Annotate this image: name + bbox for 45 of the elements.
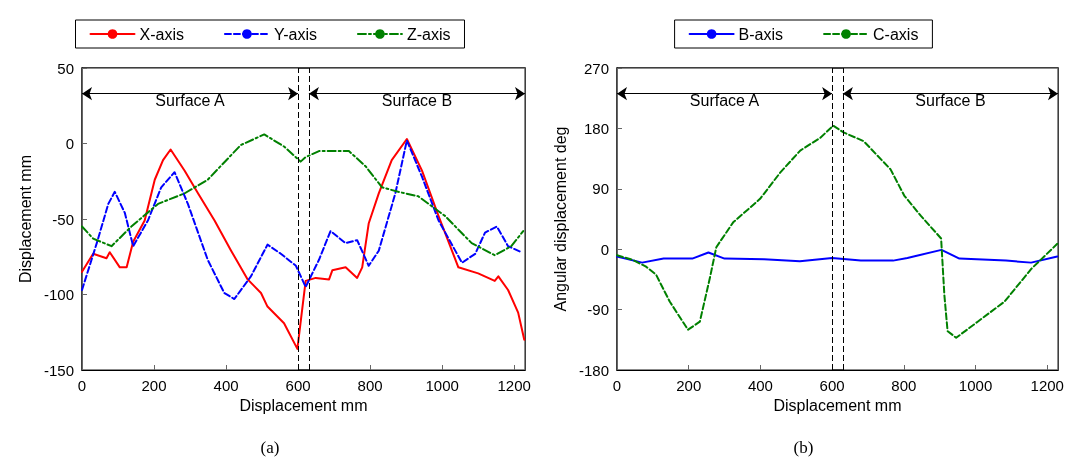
legend-label: B-axis	[738, 25, 784, 43]
x-tick-label: 800	[357, 377, 383, 394]
x-tick-label: 1200	[497, 377, 531, 394]
y-tick-label: 270	[583, 59, 609, 77]
y-tick-label: 50	[57, 59, 74, 77]
y-tick-label: -90	[587, 301, 609, 319]
x-tick-label: 200	[141, 377, 167, 394]
line-series	[81, 137, 526, 350]
x-tick-label: 600	[819, 377, 845, 394]
x-tick-label: 0	[77, 377, 87, 394]
line-series	[81, 139, 523, 301]
band-label: Surface A	[155, 92, 226, 110]
x-tick-label: 0	[612, 377, 622, 394]
x-axis-title: Displacement mm	[773, 397, 902, 415]
y-tick-label: -150	[43, 361, 74, 379]
x-tick-label: 400	[213, 377, 239, 394]
x-tick-label: 200	[676, 377, 702, 394]
legend-label: Y-axis	[273, 25, 317, 43]
line-series	[81, 133, 525, 257]
x-tick-label: 400	[747, 377, 773, 394]
legend-label: C-axis	[873, 25, 919, 43]
y-tick-label: 0	[65, 135, 74, 152]
x-tick-label: 800	[891, 377, 917, 394]
line-series	[616, 248, 1059, 264]
legend-label: Z-axis	[406, 25, 451, 43]
y-axis-title: Angular displacement deg	[551, 126, 569, 312]
band-label: Surface A	[689, 92, 760, 110]
band-label: Surface B	[915, 92, 986, 110]
band-label: Surface B	[381, 92, 453, 110]
y-tick-label: 0	[600, 240, 609, 258]
y-tick-label: -180	[578, 361, 609, 379]
x-tick-label: 1000	[958, 377, 993, 394]
y-tick-label: -100	[43, 286, 74, 303]
y-tick-label: -50	[52, 210, 74, 228]
legend-label: X-axis	[139, 25, 184, 43]
x-tick-label: 1000	[425, 377, 459, 394]
line-series	[616, 124, 1059, 339]
y-tick-label: 90	[592, 180, 609, 198]
text: (b)	[792, 438, 815, 458]
x-tick-label: 600	[285, 377, 311, 394]
y-tick-label: 180	[583, 119, 609, 137]
text: (a)	[259, 438, 281, 458]
x-tick-label: 1200	[1030, 377, 1064, 394]
x-axis-title: Displacement mm	[239, 397, 368, 415]
y-axis-title: Displacement mm	[16, 154, 34, 284]
